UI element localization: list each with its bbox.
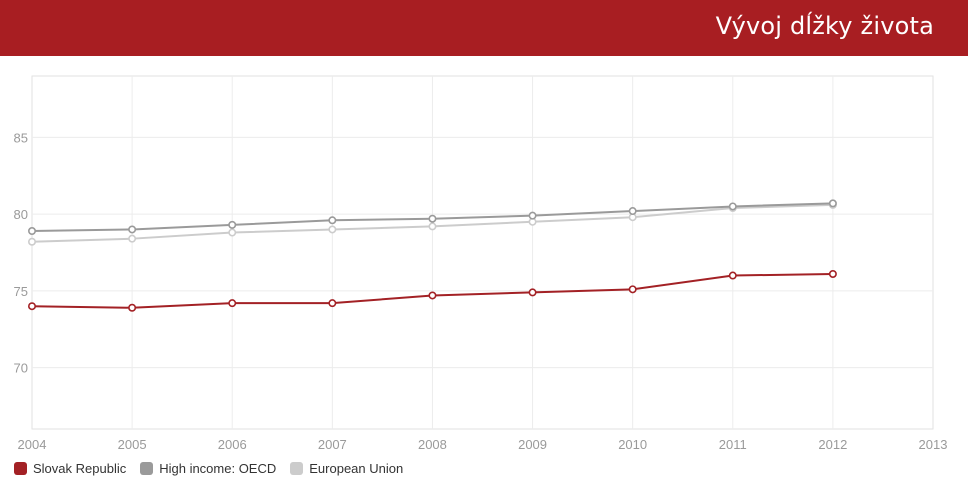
page-title: Vývoj dĺžky života (715, 12, 934, 40)
data-point[interactable] (728, 271, 737, 280)
data-point[interactable] (228, 299, 237, 308)
x-tick-label: 2012 (818, 437, 847, 452)
data-point[interactable] (828, 199, 837, 208)
data-point[interactable] (328, 216, 337, 225)
legend-label: High income: OECD (159, 461, 277, 476)
data-point[interactable] (528, 288, 537, 297)
legend-swatch (14, 462, 27, 475)
x-tick-label: 2009 (518, 437, 547, 452)
x-tick-label: 2007 (318, 437, 347, 452)
x-tick-label: 2008 (418, 437, 447, 452)
data-point[interactable] (328, 299, 337, 308)
data-point[interactable] (228, 220, 237, 229)
plot-frame (31, 75, 934, 430)
chart-grid (31, 75, 934, 430)
y-tick-label: 75 (14, 284, 28, 299)
legend-item[interactable]: High income: OECD (140, 461, 276, 476)
y-tick-label: 80 (14, 207, 28, 222)
line-chart: 2004 2005 2006 2007 2008 2009 2010 2011 2012 2013… (14, 75, 948, 452)
legend-swatch (140, 462, 154, 475)
data-point[interactable] (428, 214, 437, 223)
legend-label: Slovak Republic (33, 461, 127, 476)
data-point[interactable] (128, 234, 137, 243)
legend-swatch (290, 462, 304, 475)
series-slovak-republic (27, 269, 837, 312)
data-point[interactable] (128, 303, 137, 312)
x-tick-label: 2006 (218, 437, 247, 452)
x-tick-label: 2004 (18, 437, 47, 452)
data-point[interactable] (628, 285, 637, 294)
data-point[interactable] (628, 207, 637, 216)
x-tick-label: 2011 (719, 437, 747, 452)
data-point[interactable] (27, 227, 36, 236)
data-point[interactable] (428, 291, 437, 300)
data-point[interactable] (528, 211, 537, 220)
x-tick-label: 2005 (118, 437, 147, 452)
data-point[interactable] (728, 202, 737, 211)
x-tick-label: 2010 (618, 437, 647, 452)
header-bar: Vývoj dĺžky života (0, 0, 968, 56)
series-high-income-oecd (27, 199, 837, 236)
y-tick-label: 85 (14, 130, 28, 145)
data-point[interactable] (27, 237, 36, 246)
data-point[interactable] (428, 222, 437, 231)
chart-legend: Slovak Republic High income: OECD European… (14, 461, 403, 476)
data-point[interactable] (328, 225, 337, 234)
chart-series (27, 199, 837, 312)
y-tick-label: 70 (14, 361, 28, 376)
data-point[interactable] (128, 225, 137, 234)
legend-label: European Union (309, 461, 404, 476)
data-point[interactable] (228, 228, 237, 237)
data-point[interactable] (27, 302, 36, 311)
legend-item[interactable]: Slovak Republic (14, 461, 126, 476)
chart-ticks: 2004 2005 2006 2007 2008 2009 2010 2011 2012 2013… (14, 130, 948, 452)
legend-item[interactable]: European Union (290, 461, 403, 476)
x-tick-label: 2013 (919, 437, 948, 452)
data-point[interactable] (828, 269, 837, 278)
